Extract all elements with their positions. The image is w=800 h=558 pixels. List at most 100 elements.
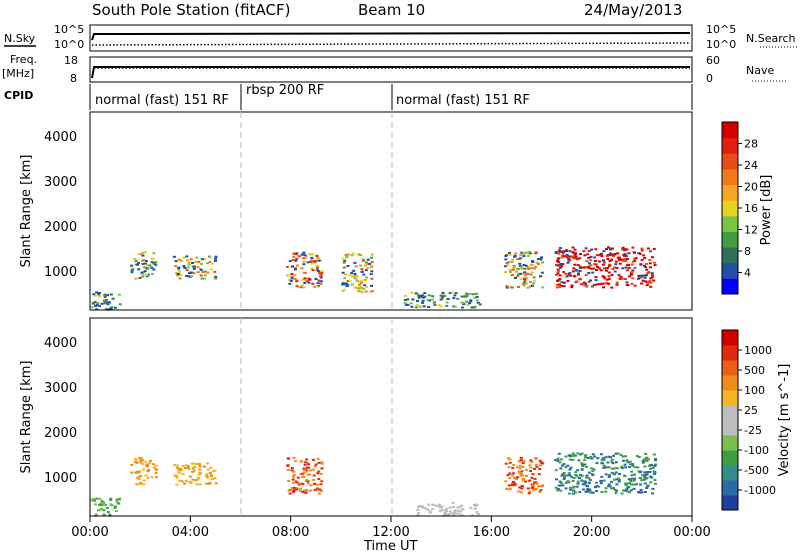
data-cell bbox=[427, 306, 431, 308]
data-cell bbox=[476, 301, 480, 304]
colorbar-cell bbox=[722, 375, 738, 391]
data-cell bbox=[512, 265, 516, 268]
power-range-tick-1000: 1000 bbox=[44, 265, 77, 280]
data-cell bbox=[452, 513, 456, 516]
data-cell bbox=[600, 459, 604, 462]
data-cell bbox=[615, 281, 619, 284]
data-cell bbox=[504, 462, 508, 465]
data-cell bbox=[618, 258, 622, 261]
data-cell bbox=[311, 282, 315, 285]
data-cell bbox=[589, 456, 593, 458]
data-cell bbox=[418, 305, 422, 308]
data-cell bbox=[155, 476, 158, 479]
data-cell bbox=[506, 474, 510, 477]
data-cell bbox=[648, 471, 652, 473]
data-cell bbox=[528, 490, 532, 493]
data-cell bbox=[114, 510, 118, 512]
data-cell bbox=[627, 267, 631, 269]
data-cell bbox=[138, 277, 142, 279]
data-cell bbox=[649, 281, 653, 284]
data-cell bbox=[528, 252, 532, 255]
data-cell bbox=[601, 275, 605, 278]
data-cell bbox=[586, 487, 590, 490]
data-cell bbox=[651, 492, 655, 495]
data-cell bbox=[463, 295, 467, 298]
data-cell bbox=[614, 260, 618, 263]
data-cell bbox=[538, 491, 542, 493]
data-cell bbox=[103, 302, 107, 305]
data-cell bbox=[208, 261, 212, 263]
data-cell bbox=[213, 270, 217, 273]
data-cell bbox=[180, 480, 184, 483]
data-cell bbox=[305, 280, 309, 283]
data-cell bbox=[516, 258, 519, 261]
data-cell bbox=[155, 468, 159, 471]
data-cell bbox=[110, 306, 114, 309]
data-cell bbox=[522, 284, 526, 287]
data-cell bbox=[535, 457, 539, 460]
data-cell bbox=[319, 280, 323, 283]
data-cell bbox=[595, 481, 598, 484]
data-cell bbox=[189, 271, 193, 274]
data-cell bbox=[643, 475, 647, 478]
data-cell bbox=[554, 274, 558, 276]
data-cell bbox=[348, 280, 352, 283]
data-cell bbox=[556, 489, 560, 492]
data-cell bbox=[427, 503, 431, 506]
data-cell bbox=[134, 277, 138, 280]
data-cell bbox=[606, 461, 610, 464]
data-cell bbox=[518, 486, 522, 489]
data-cell bbox=[136, 476, 140, 479]
data-cell bbox=[606, 267, 609, 270]
data-cell bbox=[130, 264, 134, 267]
data-cell bbox=[584, 456, 588, 459]
data-cell bbox=[610, 487, 614, 490]
data-cell bbox=[639, 489, 643, 492]
data-cell bbox=[341, 290, 345, 292]
data-cell bbox=[291, 265, 295, 268]
data-cell bbox=[588, 488, 592, 491]
data-cell bbox=[601, 457, 605, 460]
data-cell bbox=[653, 479, 657, 481]
data-cell bbox=[625, 248, 629, 251]
data-cell bbox=[570, 475, 574, 478]
data-cell bbox=[140, 459, 144, 462]
data-cell bbox=[346, 265, 350, 267]
data-cell bbox=[422, 305, 426, 308]
data-cell bbox=[421, 299, 425, 302]
data-cell bbox=[418, 505, 422, 508]
data-cell bbox=[206, 262, 209, 265]
data-cell bbox=[628, 460, 632, 463]
data-cell bbox=[520, 470, 524, 473]
data-cell bbox=[423, 292, 427, 295]
data-cell bbox=[419, 295, 422, 298]
data-cell bbox=[563, 476, 566, 479]
data-cell bbox=[533, 467, 536, 470]
data-cell bbox=[292, 253, 296, 256]
data-cell bbox=[565, 250, 568, 252]
data-cell bbox=[567, 492, 571, 495]
data-cell bbox=[524, 273, 527, 276]
data-cell bbox=[299, 482, 303, 485]
data-cell bbox=[300, 284, 304, 287]
data-cell bbox=[352, 269, 356, 272]
data-cell bbox=[460, 504, 464, 507]
data-cell bbox=[206, 476, 210, 479]
data-cell bbox=[295, 257, 299, 260]
data-cell bbox=[343, 258, 347, 261]
data-cell bbox=[517, 273, 521, 276]
data-cell bbox=[198, 463, 201, 466]
data-cell bbox=[448, 506, 452, 509]
data-cell bbox=[370, 253, 374, 256]
data-cell bbox=[522, 460, 526, 463]
data-cell bbox=[510, 286, 514, 289]
data-cell bbox=[607, 278, 611, 281]
colorbar-cell bbox=[722, 390, 738, 406]
data-cell bbox=[456, 297, 460, 300]
data-cell bbox=[174, 474, 178, 477]
data-cell bbox=[632, 487, 636, 490]
data-cell bbox=[649, 285, 653, 288]
data-cell bbox=[444, 509, 448, 511]
data-cell bbox=[623, 249, 627, 252]
